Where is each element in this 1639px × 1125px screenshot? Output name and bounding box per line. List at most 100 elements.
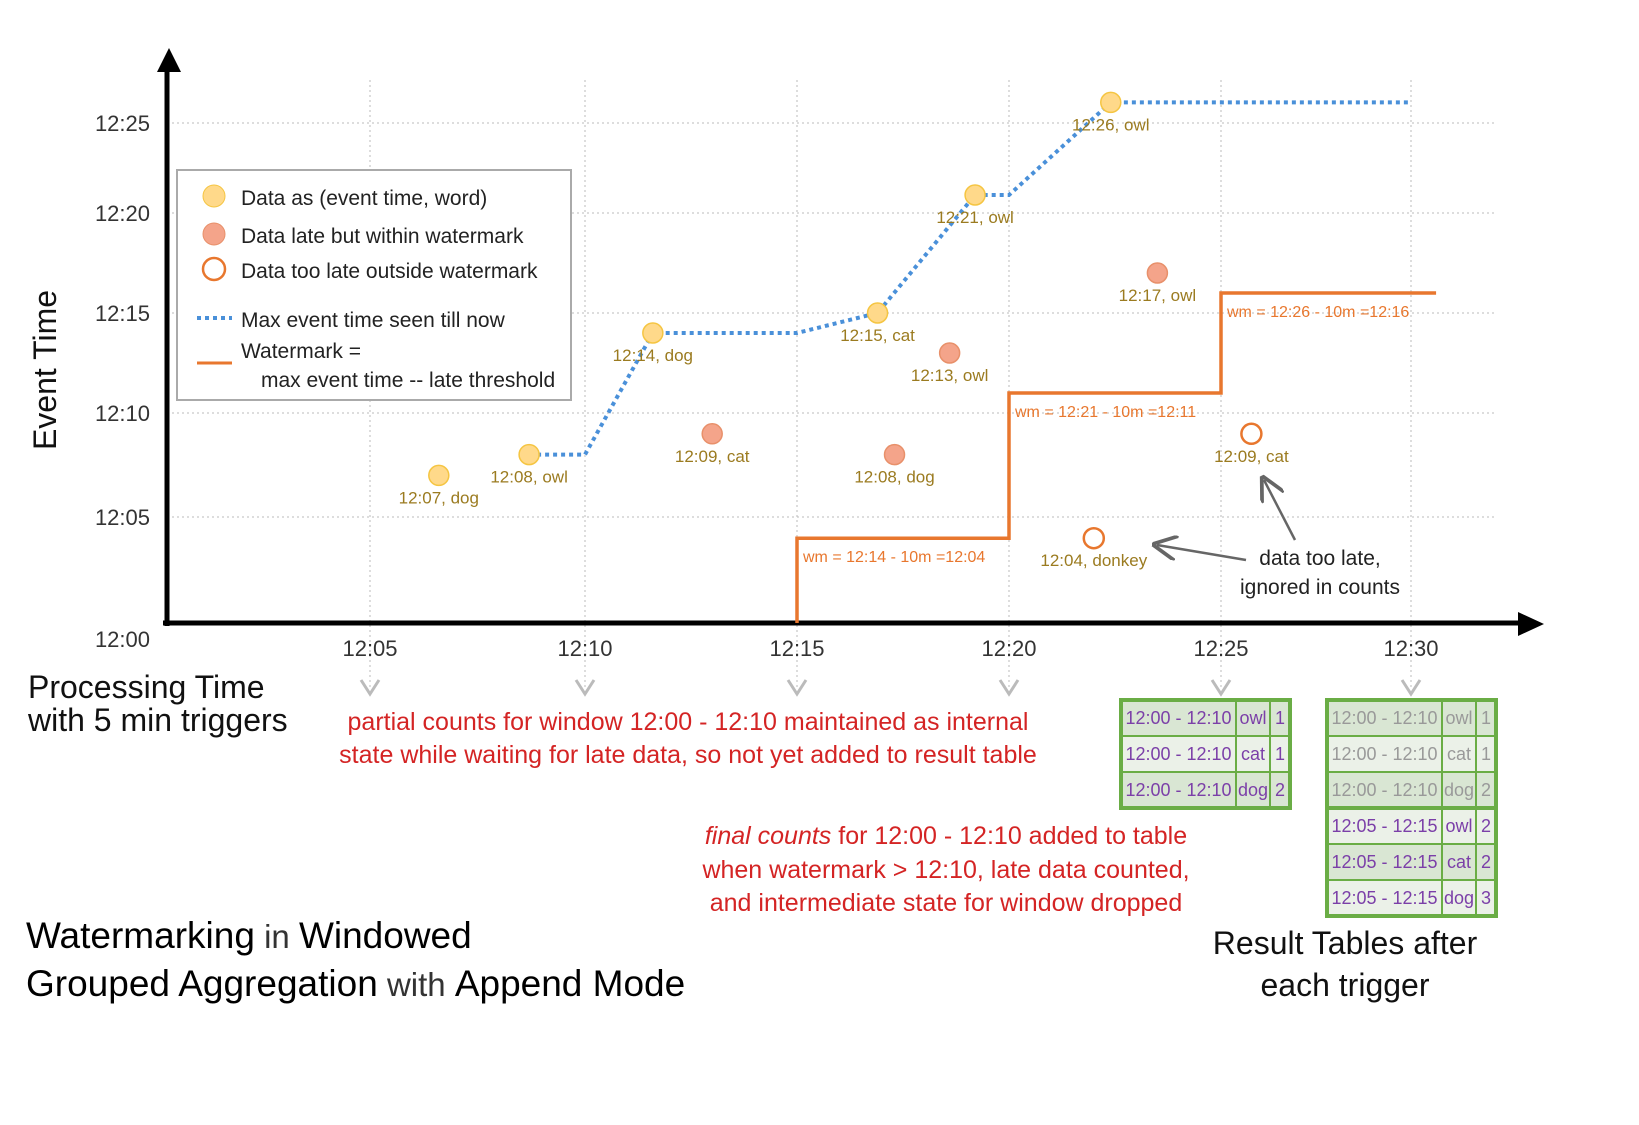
trigger-arrow-icon xyxy=(786,679,808,697)
x-tick-label: 12:20 xyxy=(981,636,1036,661)
diagram-title: Watermarking in Windowed xyxy=(26,915,472,956)
table-cell-text: 2 xyxy=(1481,780,1491,800)
table-cell-text: cat xyxy=(1447,744,1471,764)
table-cell-text: owl xyxy=(1239,708,1266,728)
diagram-title: Grouped Aggregation with Append Mode xyxy=(26,963,685,1004)
data-point-label: 12:26, owl xyxy=(1072,115,1150,134)
on-time-data-point xyxy=(518,443,540,466)
title-part: Windowed xyxy=(299,915,472,956)
final-counts-text: for 12:00 - 12:10 added to table xyxy=(831,822,1187,850)
table-cell-text: 12:00 - 12:10 xyxy=(1125,780,1231,800)
table-cell xyxy=(1326,771,1443,809)
table-cell xyxy=(1326,879,1443,917)
data-point-label: 12:08, dog xyxy=(854,468,934,487)
too-late-data-point xyxy=(1240,422,1263,446)
table-cell-text: 12:00 - 12:10 xyxy=(1331,744,1437,764)
watermark-label: wm = 12:14 - 10m =12:04 xyxy=(802,549,985,566)
data-point-label: 12:07, dog xyxy=(399,488,479,507)
table-cell xyxy=(1441,771,1477,809)
x-axis-label: Processing Time xyxy=(28,669,265,705)
x-tick-label: 12:30 xyxy=(1383,636,1438,661)
data-point-label: 12:15, cat xyxy=(840,326,915,345)
final-counts-note: when watermark > 12:10, late data counte… xyxy=(701,856,1189,884)
table-cell xyxy=(1235,735,1271,773)
title-part: Append Mode xyxy=(455,963,685,1004)
y-tick-label: 12:20 xyxy=(95,201,150,226)
table-cell-text: 12:00 - 12:10 xyxy=(1331,780,1437,800)
result-table: 12:00 - 12:10 owl 1 12:00 - 12:10 cat 1 12:00 … xyxy=(1325,698,1498,918)
trigger-arrow-icon xyxy=(574,679,596,697)
y-tick-label: 12:25 xyxy=(95,111,150,136)
on-time-data-point xyxy=(866,302,889,324)
data-point-label: 12:08, owl xyxy=(490,468,568,487)
table-cell-text: 1 xyxy=(1481,744,1491,764)
table-cell-text: owl xyxy=(1445,816,1472,836)
x-tick-label: 12:05 xyxy=(342,636,397,661)
result-tables-caption: each trigger xyxy=(1261,967,1430,1003)
final-counts-emphasis: final counts xyxy=(705,822,831,850)
watermark-line xyxy=(795,291,1437,623)
watermark-label: wm = 12:21 - 10m =12:11 xyxy=(1014,404,1196,421)
table-cell-text: 2 xyxy=(1275,780,1285,800)
table-cell-text: dog xyxy=(1444,888,1474,908)
too-late-annotation: ignored in counts xyxy=(1240,576,1400,599)
max-event-time-line xyxy=(529,100,1411,457)
data-point-label: 12:21, owl xyxy=(936,208,1014,227)
final-counts-note: and intermediate state for window droppe… xyxy=(710,889,1183,917)
table-cell-text: 3 xyxy=(1481,888,1491,908)
table-cell-text: 12:05 - 12:15 xyxy=(1331,852,1437,872)
legend-label: Data too late outside watermark xyxy=(241,260,538,283)
table-cell-text: 2 xyxy=(1481,852,1491,872)
legend-label: Data as (event time, word) xyxy=(241,187,487,210)
data-point-label: 12:14, dog xyxy=(613,346,693,365)
legend-too-late-icon xyxy=(201,256,227,282)
too-late-annotation: data too late, xyxy=(1259,547,1380,570)
trigger-arrow-icon xyxy=(359,679,381,697)
partial-counts-note: state while waiting for late data, so no… xyxy=(339,741,1037,769)
data-point-label: 12:04, donkey xyxy=(1040,551,1147,570)
table-cell xyxy=(1441,879,1477,917)
table-cell-text: 1 xyxy=(1275,744,1285,764)
annotation-arrow xyxy=(1157,545,1247,562)
legend-label: Watermark = xyxy=(241,340,361,363)
legend-label: Data late but within watermark xyxy=(241,225,524,248)
late-data-point xyxy=(701,423,723,445)
y-axis-arrow-icon xyxy=(157,48,181,72)
table-cell-text: 12:00 - 12:10 xyxy=(1331,708,1437,728)
watermark-label: wm = 12:26 - 10m =12:16 xyxy=(1226,304,1409,321)
table-cell xyxy=(1326,699,1443,737)
legend-late-icon xyxy=(202,222,226,246)
x-axis-arrow-icon xyxy=(1518,612,1544,636)
table-cell-text: 12:00 - 12:10 xyxy=(1125,744,1231,764)
data-point-label: 12:13, owl xyxy=(911,366,989,385)
table-cell-text: 12:05 - 12:15 xyxy=(1331,888,1437,908)
table-cell-text: cat xyxy=(1447,852,1471,872)
y-tick-label: 12:00 xyxy=(95,627,150,652)
table-cell-text: 12:00 - 12:10 xyxy=(1125,708,1231,728)
table-cell xyxy=(1441,699,1477,737)
x-tick-label: 12:25 xyxy=(1193,636,1248,661)
annotation-arrow xyxy=(1264,480,1297,541)
table-cell-text: 12:05 - 12:15 xyxy=(1331,816,1437,836)
result-table: 12:00 - 12:10 owl 1 12:00 - 12:10 cat 1 12:00 … xyxy=(1119,698,1292,810)
partial-counts-note: partial counts for window 12:00 - 12:10 … xyxy=(348,708,1029,736)
table-cell-text: dog xyxy=(1238,780,1268,800)
title-part: Grouped Aggregation xyxy=(26,963,378,1004)
on-time-data-point xyxy=(1100,91,1122,114)
table-cell-text: owl xyxy=(1445,708,1472,728)
x-tick-label: 12:15 xyxy=(769,636,824,661)
title-part: Watermarking xyxy=(26,915,255,956)
on-time-data-point xyxy=(642,322,664,344)
trigger-arrow-icon xyxy=(1210,679,1232,697)
on-time-data-point xyxy=(428,464,450,487)
title-part: in xyxy=(255,918,299,955)
title-part: with xyxy=(378,966,455,1003)
y-tick-label: 12:05 xyxy=(95,505,150,530)
trigger-arrow-icon xyxy=(1400,679,1422,697)
legend-box xyxy=(176,169,572,401)
result-tables-caption: Result Tables after xyxy=(1213,925,1478,961)
data-point-label: 12:17, owl xyxy=(1119,286,1197,305)
on-time-data-point xyxy=(964,184,986,206)
table-cell-text: 1 xyxy=(1481,708,1491,728)
